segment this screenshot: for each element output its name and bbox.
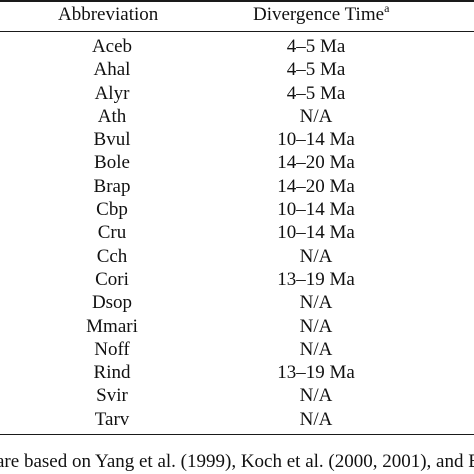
table-row: Ath N/A [0,105,474,128]
table-row: Brap 14–20 Ma [0,175,474,198]
divergence-time-cell: 4–5 Ma [286,82,346,104]
table-row: Cori 13–19 Ma [0,268,474,291]
abbreviation-cell: Mmari [86,315,138,337]
divergence-time-cell: 10–14 Ma [277,199,355,221]
divergence-time-cell: 10–14 Ma [277,129,355,151]
table-bottom-rule [0,434,474,435]
abbreviation-cell: Alyr [94,82,130,104]
abbreviation-cell: Tarv [94,408,130,430]
divergence-time-cell: N/A [299,245,333,267]
table-row: Cch N/A [0,245,474,268]
abbreviation-cell: Svir [96,385,128,407]
abbreviation-cell: Ath [97,105,127,127]
abbreviation-cell: Cbp [96,199,128,221]
table-row: Rind 13–19 Ma [0,361,474,384]
divergence-time-cell: 4–5 Ma [286,59,346,81]
table-row: Svir N/A [0,384,474,407]
table-row: Cru 10–14 Ma [0,221,474,244]
abbreviation-cell: Bole [94,152,130,174]
table-row: Aceb 4–5 Ma [0,35,474,58]
divergence-time-cell: N/A [299,105,333,127]
table-row: Tarv N/A [0,408,474,431]
abbreviation-cell: Aceb [91,36,133,57]
divergence-time-cell: 10–14 Ma [277,222,355,244]
abbreviation-cell: Bvul [93,129,131,151]
divergence-time-label: Divergence Time [253,4,385,25]
table-row: Alyr 4–5 Ma [0,82,474,105]
table-body: Aceb 4–5 Ma Ahal 4–5 Ma Alyr 4–5 Ma Ath N/A Bvul… [0,35,474,431]
abbreviation-cell: Cru [97,222,127,244]
table-footnote: are based on Yang et al. (1999), Koch et… [0,451,474,472]
divergence-time-cell: 13–19 Ma [277,268,355,290]
abbreviation-cell: Noff [94,338,130,360]
abbreviation-cell: Ahal [93,59,131,81]
table-row: Bvul 10–14 Ma [0,128,474,151]
table-row: Noff N/A [0,338,474,361]
column-header-divergence-time: Divergence Timea [253,0,390,26]
abbreviation-cell: Cch [96,245,128,267]
divergence-time-cell: 14–20 Ma [277,152,355,174]
footnote-marker: a [384,0,390,15]
divergence-time-cell: 4–5 Ma [286,36,346,57]
abbreviation-cell: Cori [95,268,129,290]
table-top-rule [0,0,474,2]
divergence-time-cell: 14–20 Ma [277,175,355,197]
column-header-abbreviation: Abbreviation [58,4,159,25]
table-row: Cbp 10–14 Ma [0,198,474,221]
abbreviation-cell: Brap [93,175,131,197]
table-row: Bole 14–20 Ma [0,151,474,174]
abbreviation-cell: Rind [93,362,131,384]
divergence-time-cell: N/A [299,315,333,337]
abbreviation-cell: Dsop [91,292,133,314]
divergence-time-cell: N/A [299,385,333,407]
table-row: Dsop N/A [0,291,474,314]
table-header-rule [0,31,474,32]
divergence-time-cell: 13–19 Ma [277,362,355,384]
divergence-time-cell: N/A [299,292,333,314]
table-row: Mmari N/A [0,315,474,338]
divergence-time-cell: N/A [299,408,333,430]
table-row: Ahal 4–5 Ma [0,58,474,81]
divergence-time-cell: N/A [299,338,333,360]
